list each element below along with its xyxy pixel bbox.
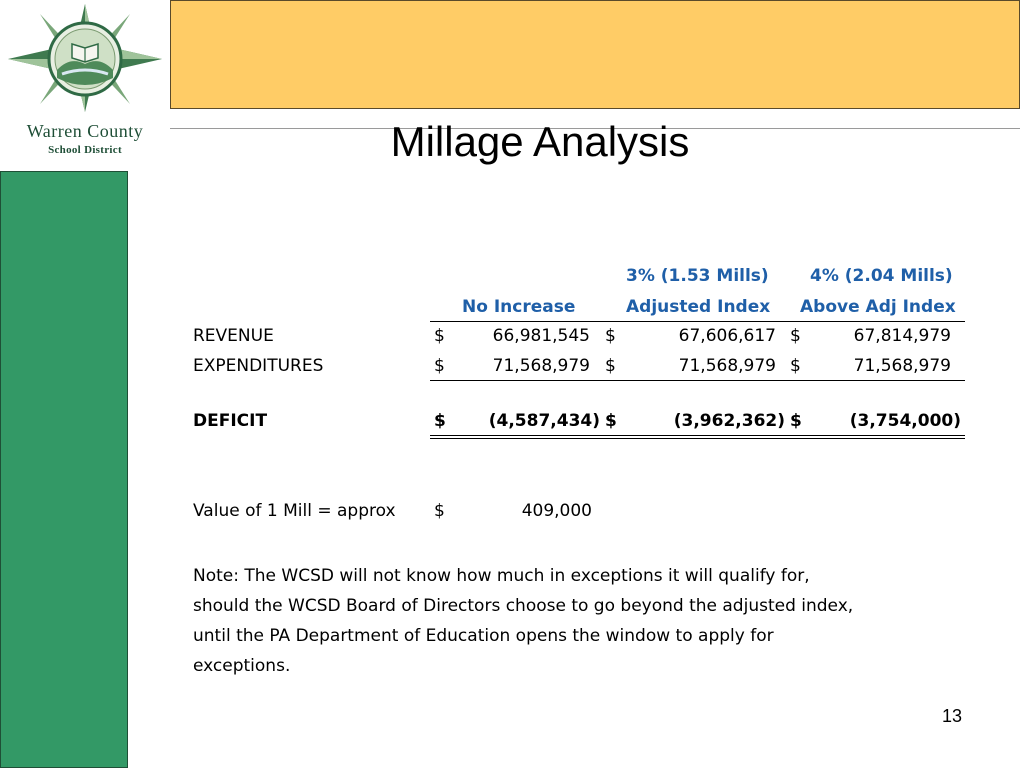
deficit-double-underline-bottom (430, 438, 965, 439)
revenue-no-increase: 66,981,545 (492, 326, 590, 346)
col3-header-line2: Above Adj Index (800, 297, 956, 317)
mill-value-amount: 409,000 (521, 501, 592, 521)
currency-symbol: $ (790, 356, 801, 376)
deficit-above-adj-index: (3,754,000) (849, 411, 961, 431)
slide-title: Millage Analysis (390, 118, 690, 165)
col2-header-line2: Adjusted Index (626, 297, 771, 317)
sidebar-bar (0, 171, 128, 768)
row-label-revenue: REVENUE (193, 326, 274, 346)
currency-symbol: $ (434, 501, 445, 521)
header-underline (430, 321, 965, 322)
expenditures-adjusted-index: 71,568,979 (678, 356, 776, 376)
expenditures-underline (430, 380, 965, 381)
deficit-adjusted-index: (3,962,362) (673, 411, 785, 431)
compass-star-emblem-icon (8, 4, 162, 112)
currency-symbol: $ (605, 356, 616, 376)
note-paragraph: Note: The WCSD will not know how much in… (193, 566, 854, 676)
expenditures-above-adj-index: 71,568,979 (853, 356, 951, 376)
deficit-double-underline-top (430, 435, 965, 436)
revenue-above-adj-index: 67,814,979 (853, 326, 951, 346)
currency-symbol: $ (434, 356, 445, 376)
col1-header-line2: No Increase (462, 297, 576, 317)
currency-symbol: $ (434, 411, 446, 431)
logo-title: Warren County (26, 121, 144, 141)
row-label-expenditures: EXPENDITURES (193, 356, 324, 376)
district-logo: Warren County School District (0, 0, 170, 170)
col2-header-line1: 3% (1.53 Mills) (626, 266, 769, 286)
revenue-adjusted-index: 67,606,617 (678, 326, 776, 346)
deficit-no-increase: (4,587,434) (488, 411, 600, 431)
currency-symbol: $ (605, 326, 616, 346)
expenditures-no-increase: 71,568,979 (492, 356, 590, 376)
title-divider (170, 128, 1020, 129)
currency-symbol: $ (790, 411, 802, 431)
col3-header-line1: 4% (2.04 Mills) (810, 266, 953, 286)
currency-symbol: $ (434, 326, 445, 346)
header-banner (170, 0, 1020, 109)
currency-symbol: $ (605, 411, 617, 431)
logo-subtitle: School District (48, 144, 122, 156)
currency-symbol: $ (790, 326, 801, 346)
mill-value-label: Value of 1 Mill = approx (193, 501, 396, 521)
row-label-deficit: DEFICIT (193, 411, 268, 431)
page-number: 13 (941, 706, 962, 726)
